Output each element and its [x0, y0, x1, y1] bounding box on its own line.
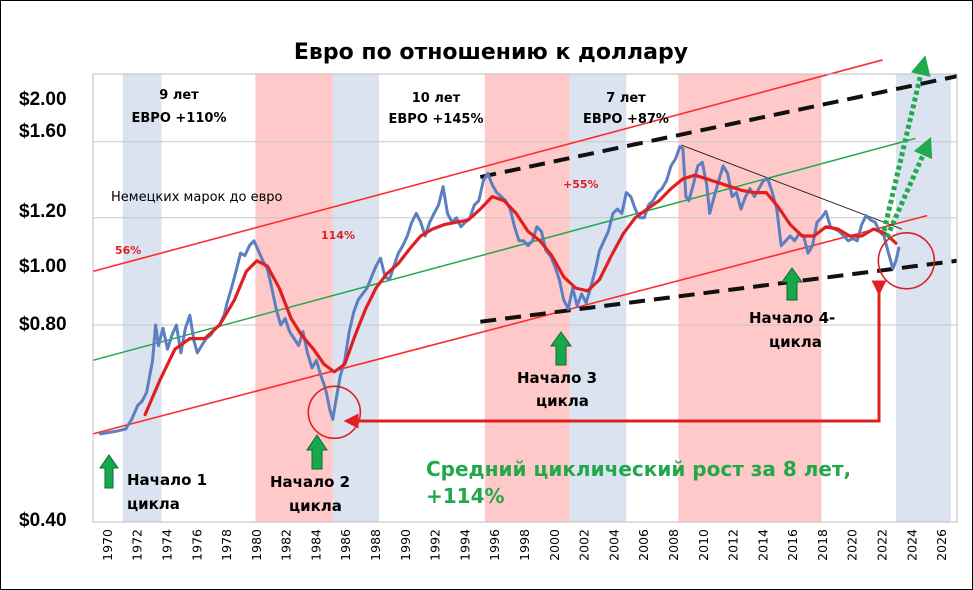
x-tick-label: 1980 — [249, 529, 264, 561]
projection-arrow-lower — [884, 136, 933, 239]
x-tick-label: 2002 — [577, 529, 592, 561]
x-tick-label: 2012 — [726, 529, 741, 561]
y-tick-label: $1.60 — [19, 121, 67, 142]
x-tick-label: 2024 — [904, 529, 919, 561]
band-6 — [678, 74, 822, 522]
x-tick-label: 1998 — [517, 529, 532, 561]
x-tick-label: 1988 — [368, 529, 383, 561]
cycle3-gain: ЕВРО +87% — [583, 112, 669, 127]
x-tick-label: 1994 — [457, 529, 472, 561]
cycle2-years: 10 лет — [412, 91, 461, 106]
up-arrow-1 — [99, 454, 119, 489]
channel-midline — [92, 137, 916, 362]
x-tick-label: 1970 — [100, 529, 115, 561]
y-tick-label: $1.20 — [19, 201, 67, 222]
x-tick-label: 1982 — [279, 529, 294, 561]
x-tick-label: 1986 — [338, 529, 353, 561]
series-lines — [98, 145, 901, 436]
series-line-2 — [143, 173, 898, 417]
start3-line1: Начало 3 — [517, 369, 597, 387]
cycle1-years: 9 лет — [159, 88, 199, 103]
highlight-circle-2 — [877, 231, 936, 290]
average-growth-line2: +114% — [426, 484, 505, 508]
band-1 — [122, 74, 162, 522]
x-tick-label: 2010 — [696, 529, 711, 561]
cycle3-years: 7 лет — [606, 91, 646, 106]
x-tick-labels: 1970 1972 1974 1976 1978 1980 1982 1984 1986 1988… — [100, 529, 949, 561]
x-tick-label: 2016 — [785, 529, 800, 561]
x-tick-label: 1972 — [130, 529, 145, 561]
x-tick-label: 1976 — [189, 529, 204, 561]
y-tick-labels: $2.00 $1.60 $1.20 $1.00 $0.80 $0.40 — [19, 89, 67, 531]
chart-title: Евро по отношению к доллару — [294, 40, 688, 65]
start1-line2: цикла — [127, 495, 180, 513]
average-growth-line1: Средний циклический рост за 8 лет, — [426, 457, 851, 481]
x-tick-label: 2006 — [636, 529, 651, 561]
x-tick-label: 2020 — [845, 529, 860, 561]
start2-line2: цикла — [289, 497, 342, 515]
x-tick-label: 2000 — [547, 529, 562, 561]
pct-56-label: 56% — [115, 244, 141, 257]
y-tick-label: $2.00 — [19, 89, 67, 110]
channel-line-1 — [92, 59, 883, 273]
cycle2-gain: ЕВРО +145% — [389, 112, 484, 127]
start4-line2: цикла — [769, 333, 822, 351]
x-tick-label: 2008 — [666, 529, 681, 561]
band-4 — [484, 74, 570, 522]
start2-line1: Начало 2 — [270, 473, 350, 491]
pct-114-label: 114% — [321, 229, 355, 242]
x-tick-label: 1992 — [428, 529, 443, 561]
plot-frame — [92, 73, 958, 523]
x-tick-label: 1978 — [219, 529, 234, 561]
y-tick-label: $1.00 — [19, 256, 67, 277]
start1-line1: Начало 1 — [127, 471, 207, 489]
x-tick-label: 1974 — [160, 529, 175, 561]
x-tick-label: 1984 — [308, 529, 323, 561]
dashed-channel-1 — [479, 74, 958, 179]
x-tick-label: 2022 — [875, 529, 890, 561]
connector-arrow — [343, 280, 887, 429]
pct-55-label: +55% — [563, 178, 599, 191]
cycle1-gain: ЕВРО +110% — [132, 111, 227, 126]
y-tick-label: $0.40 — [19, 510, 67, 531]
start3-line2: цикла — [536, 392, 589, 410]
x-tick-label: 1996 — [487, 529, 502, 561]
x-tick-label: 1990 — [398, 529, 413, 561]
background-bands — [122, 74, 952, 522]
mark-note: Немецких марок до евро — [111, 190, 283, 205]
up-arrow-2 — [306, 434, 328, 470]
x-tick-label: 2004 — [606, 529, 621, 561]
y-tick-label: $0.80 — [19, 314, 67, 335]
start4-line1: Начало 4- — [749, 309, 835, 327]
x-tick-label: 2018 — [815, 529, 830, 561]
x-tick-label: 2026 — [934, 529, 949, 561]
projection-arrow-upper — [881, 55, 931, 232]
x-tick-label: 2014 — [755, 529, 770, 561]
